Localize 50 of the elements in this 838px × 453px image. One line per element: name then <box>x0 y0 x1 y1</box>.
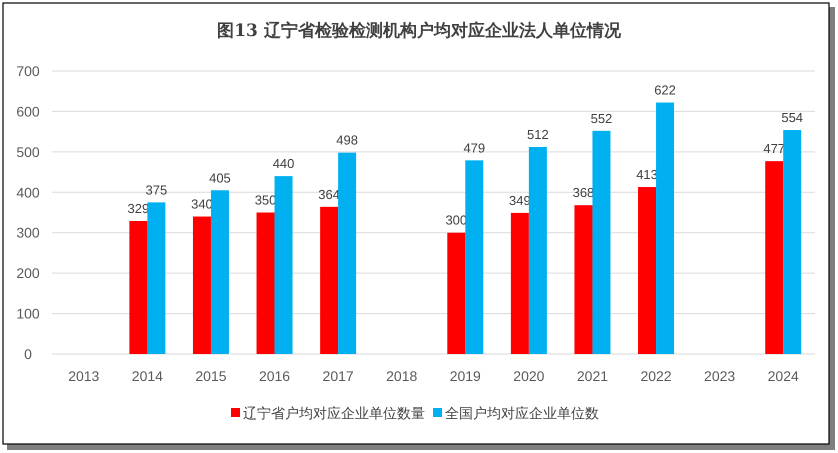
bar <box>320 206 338 354</box>
y-tick-label: 400 <box>16 184 40 200</box>
bar <box>510 212 529 354</box>
x-tick-label: 2013 <box>68 368 100 384</box>
data-label: 440 <box>272 156 294 172</box>
data-label: 554 <box>781 110 804 126</box>
bar <box>274 176 293 354</box>
y-tick-label: 200 <box>16 265 40 282</box>
bar <box>465 160 484 354</box>
legend-label: 全国户均对应企业单位数 <box>445 406 599 422</box>
chart-title: 图13 辽宁省检验检测机构户均对应企业法人单位情况 <box>217 21 622 41</box>
y-tick-label: 100 <box>16 306 40 322</box>
bar <box>574 205 592 354</box>
x-tick-label: 2022 <box>640 368 672 384</box>
x-tick-label: 2019 <box>450 368 482 384</box>
x-tick-label: 2014 <box>132 368 164 384</box>
data-label: 375 <box>146 182 168 198</box>
bar <box>192 216 211 354</box>
bar <box>656 102 674 354</box>
bar <box>638 187 656 354</box>
bar <box>338 152 356 354</box>
bar <box>129 220 148 354</box>
data-label: 498 <box>336 132 358 148</box>
bar <box>765 161 784 354</box>
bar <box>592 130 610 354</box>
x-tick-label: 2015 <box>195 368 227 384</box>
x-tick-label: 2020 <box>513 368 545 384</box>
data-label: 405 <box>209 170 231 186</box>
y-tick-label: 600 <box>16 103 40 120</box>
x-tick-label: 2021 <box>576 368 608 384</box>
legend-label: 辽宁省户均对应企业单位数量 <box>243 406 425 422</box>
bar <box>783 130 802 354</box>
data-label: 552 <box>590 110 612 126</box>
bar <box>147 202 166 354</box>
y-tick-label: 500 <box>16 144 40 160</box>
bar <box>210 190 229 354</box>
data-label: 622 <box>654 82 676 98</box>
bar <box>447 232 466 354</box>
x-tick-label: 2018 <box>386 368 418 384</box>
x-tick-label: 2017 <box>322 368 354 384</box>
data-label: 479 <box>463 140 486 156</box>
x-tick-label: 2024 <box>768 368 799 384</box>
x-tick-label: 2023 <box>704 368 736 384</box>
y-tick-label: 700 <box>16 63 40 79</box>
y-tick-label: 300 <box>16 224 40 241</box>
x-tick-label: 2016 <box>258 368 290 384</box>
bar <box>256 212 275 354</box>
data-label: 512 <box>527 127 549 142</box>
y-tick-label: 0 <box>24 346 32 362</box>
bar <box>528 147 547 354</box>
